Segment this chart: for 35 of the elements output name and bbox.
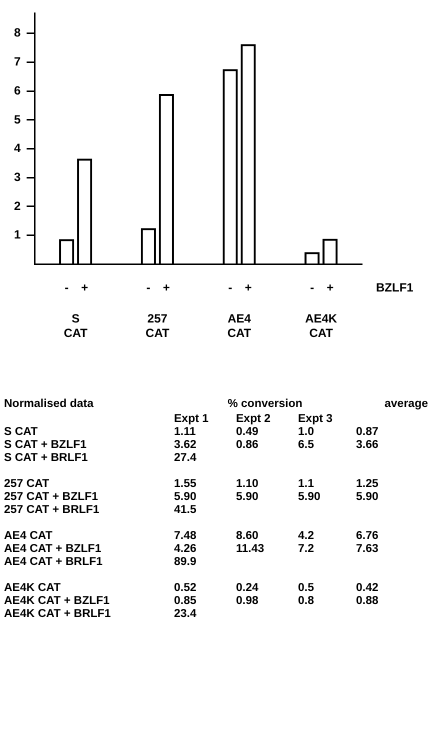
text: +: [162, 280, 170, 295]
text: Expt 1 Expt 2 Expt 3: [174, 413, 333, 425]
text: AE4 CAT + BZLF1 4.26 11.43 7.2 7.63: [4, 543, 378, 555]
text: AE4K CAT + BRLF1 23.4: [4, 608, 196, 620]
x-tick-label: S CAT: [64, 312, 88, 340]
series-label: -: [64, 280, 69, 295]
text: 257 CAT + BZLF1 5.90 5.90 5.90 5.90: [4, 491, 378, 503]
y-tick-label: 4: [14, 141, 21, 156]
y-tick-label: 3: [14, 170, 21, 184]
series-label: +: [81, 280, 88, 295]
text: +: [244, 280, 252, 295]
y-tick-label: 2: [14, 198, 21, 213]
text: Normalised data % conversion average: [4, 398, 428, 410]
text: +: [326, 280, 334, 295]
text: AE4K CAT + BZLF1 0.85 0.98 0.8 0.88: [4, 595, 378, 607]
text: S CAT + BZLF1 3.62 0.86 6.5 3.66: [4, 439, 378, 451]
y-tick-label: 5: [14, 112, 21, 126]
text: AE4 CAT + BRLF1 89.9: [4, 556, 196, 568]
text: AE4K CAT 0.52 0.24 0.5 0.42: [4, 582, 378, 594]
text: 257 CAT + BRLF1 41.5: [4, 504, 196, 516]
text: -: [228, 280, 232, 295]
text: S CAT 1.11 0.49 1.0 0.87: [4, 426, 378, 438]
x-tick-label: 257 CAT: [146, 312, 170, 340]
text: 257 CAT 1.55 1.10 1.1 1.25: [4, 478, 378, 490]
y-tick-label: 1: [14, 228, 21, 242]
y-tick-label: 6: [14, 83, 21, 98]
text: -: [146, 280, 150, 295]
x-tick-label: AE4K CAT: [305, 312, 338, 340]
x-tick-label: AE4 CAT: [227, 312, 252, 340]
y-tick-label: 7: [14, 54, 21, 69]
text: S CAT + BRLF1 27.4: [4, 452, 196, 464]
text: -: [310, 280, 314, 295]
x-axis-title: BZLF1: [376, 280, 414, 295]
y-tick-label: 8: [14, 26, 21, 40]
text: AE4 CAT 7.48 8.60 4.2 6.76: [4, 530, 378, 542]
